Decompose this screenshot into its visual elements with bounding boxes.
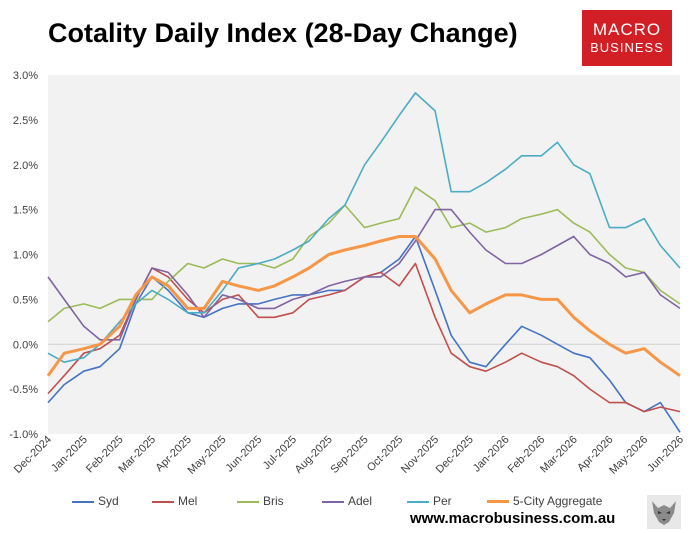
page-title: Cotality Daily Index (28-Day Change): [48, 18, 518, 48]
legend-label: Bris: [263, 494, 284, 508]
y-tick-label: 2.0%: [13, 160, 38, 172]
source-url: www.macrobusiness.com.au: [410, 510, 616, 527]
legend-item: Mel: [152, 494, 197, 508]
legend-item: Per: [407, 494, 452, 508]
legend-item: Adel: [322, 494, 372, 508]
x-tick-label: Jun-2025: [223, 434, 264, 475]
x-tick-label: Jan-2025: [49, 434, 90, 475]
series-line-bris: [47, 186, 681, 323]
y-tick-label: -1.0%: [9, 429, 38, 441]
legend-label: Adel: [348, 494, 373, 508]
series-line-5-city-aggregate: [46, 235, 681, 377]
wolf-logo-icon: [647, 495, 681, 529]
legend-label: Per: [433, 494, 452, 508]
legend: Syd Mel Bris Adel Per 5-City Aggregate: [72, 494, 632, 510]
legend-swatch: [152, 500, 174, 503]
y-axis: -1.0% -0.5% 0.0% 0.5% 1.0% 1.5% 2.0% 2.5% 3.0%: [9, 70, 38, 441]
legend-item: Syd: [72, 494, 119, 508]
series-line-adel: [47, 208, 681, 341]
series-lines: [46, 92, 681, 433]
legend-item: Bris: [237, 494, 284, 508]
x-tick-label: Jun-2026: [645, 434, 686, 475]
legend-label: Syd: [98, 494, 119, 508]
legend-swatch: [237, 500, 259, 503]
legend-label: Mel: [178, 494, 198, 508]
legend-item: 5-City Aggregate: [487, 494, 602, 508]
y-tick-label: 1.5%: [13, 205, 38, 217]
x-tick-label: Dec-2025: [434, 434, 476, 476]
y-tick-label: 2.5%: [13, 115, 38, 127]
logo-line1: MACRO: [592, 20, 662, 39]
plot-area: [48, 75, 680, 434]
y-tick-label: 0.5%: [13, 294, 38, 306]
series-line-per: [47, 92, 681, 364]
y-tick-label: -0.5%: [9, 384, 38, 396]
x-axis: Dec-2024Jan-2025Feb-2025Mar-2025Apr-2025…: [12, 434, 686, 477]
y-tick-label: 3.0%: [13, 70, 38, 82]
logo-line2: BUSINESS: [590, 40, 664, 55]
legend-swatch: [407, 500, 429, 503]
macrobusiness-logo: MACRO BUSINESS: [582, 10, 672, 66]
x-tick-label: May-2025: [186, 434, 229, 477]
y-tick-label: 0.0%: [13, 339, 38, 351]
x-tick-label: Jan-2026: [471, 434, 512, 475]
legend-swatch: [72, 500, 94, 503]
y-tick-label: 1.0%: [13, 250, 38, 262]
x-tick-label: May-2026: [607, 434, 650, 477]
x-tick-label: Sep-2025: [328, 434, 370, 476]
x-tick-label: Aug-2025: [293, 434, 335, 476]
legend-label: 5-City Aggregate: [513, 494, 603, 508]
legend-swatch: [487, 500, 509, 504]
legend-swatch: [322, 500, 344, 503]
